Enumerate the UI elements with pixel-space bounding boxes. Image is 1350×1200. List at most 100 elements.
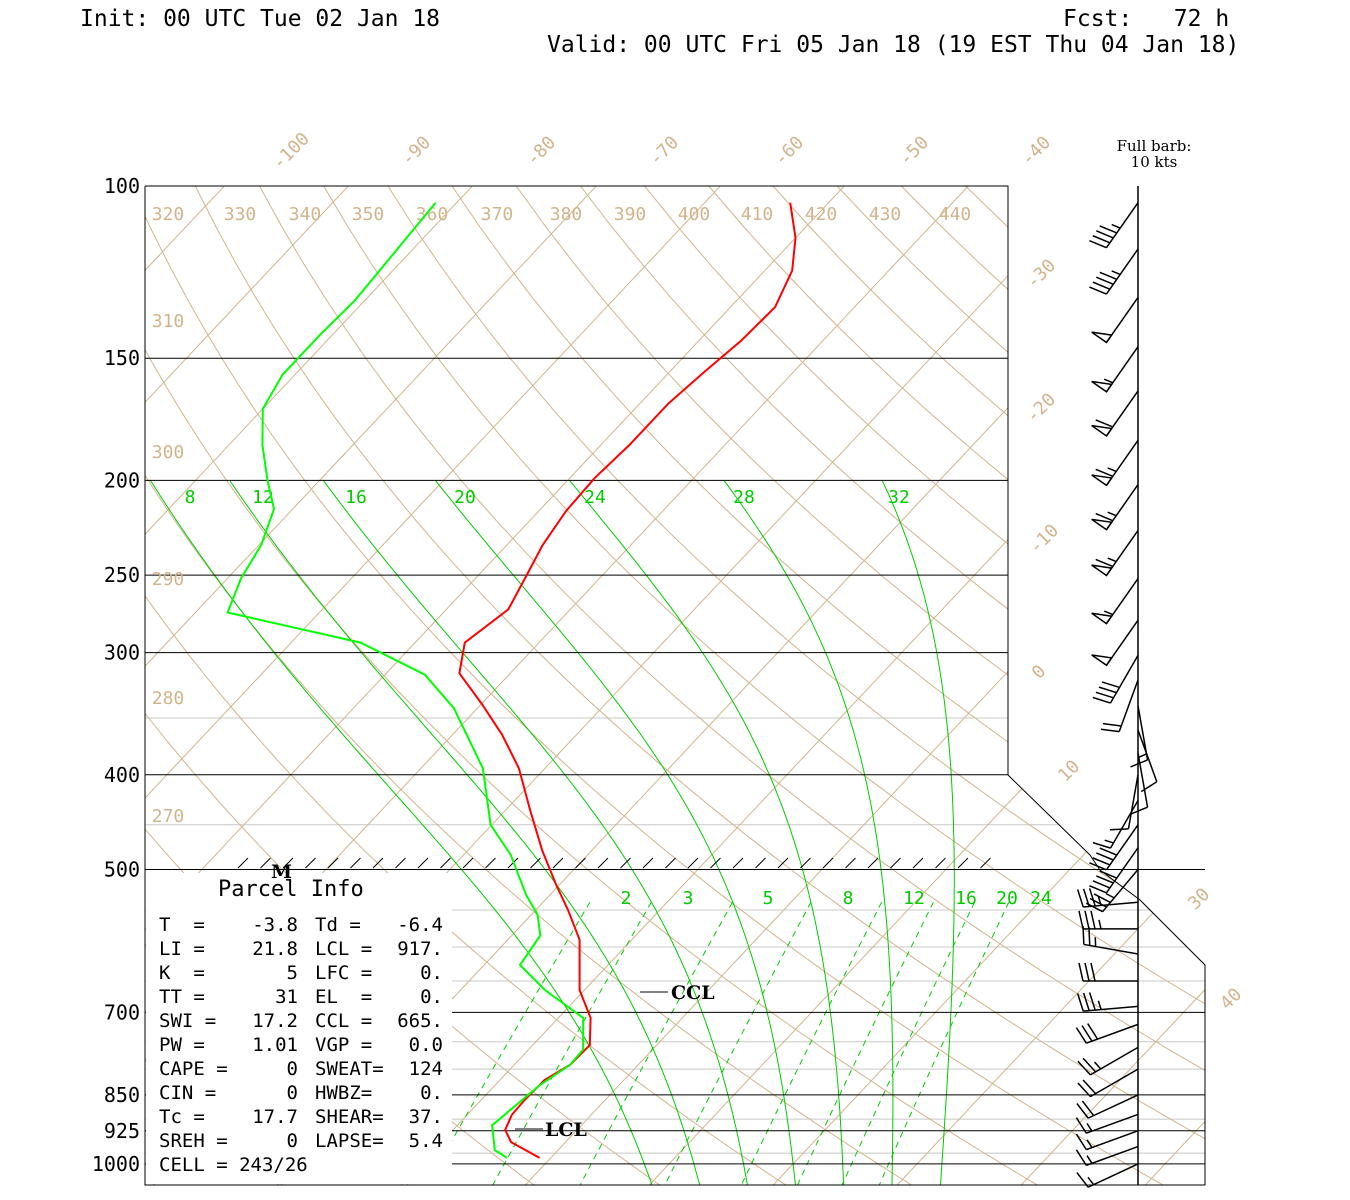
wind-barb (1077, 1068, 1139, 1098)
barb-shaft (1105, 824, 1139, 871)
barb-half-feather (1103, 610, 1114, 616)
dry-adiabat-label: 360 (416, 204, 449, 225)
hatch-mark (485, 857, 496, 869)
isotherm-label: 40 (1216, 984, 1246, 1014)
pressure-tick-label: 1000 (92, 1152, 140, 1176)
pressure-tick-label: 250 (104, 563, 140, 587)
isotherm-line (400, 186, 1205, 1185)
isotherm-line (145, 186, 888, 1185)
parcel-label: CIN = (159, 1082, 216, 1104)
barb-feather (1078, 962, 1084, 982)
barb-feather (1096, 276, 1114, 285)
barb-feather (1096, 230, 1114, 239)
barb-feather (1078, 910, 1084, 930)
barb-feather (1088, 992, 1096, 1011)
wind-barb (1109, 774, 1139, 831)
dry-adiabat-label: 320 (152, 204, 185, 225)
parcel-label: SREH = (159, 1130, 228, 1152)
wind-barb (1091, 346, 1139, 393)
barb-shaft (1083, 901, 1139, 908)
hatch-mark (237, 857, 249, 869)
moist-adiabat-label: 8 (185, 487, 196, 508)
barb-feather (1077, 1060, 1091, 1076)
dry-adiabat-label: 390 (614, 204, 647, 225)
barb-feather (1099, 225, 1118, 234)
barb-half-feather (1107, 511, 1117, 517)
parcel-info-panel: Parcel Info T = -3.8 Td = -6.4 LI = 21.8 LCL =… (146, 873, 452, 1184)
hatch-mark (597, 857, 609, 869)
barb-shaft (1105, 847, 1139, 894)
barb-feather (1092, 235, 1111, 244)
barb-feather (1092, 696, 1111, 704)
mixing-ratio-line (739, 901, 883, 1185)
dry-adiabat-label: 290 (152, 569, 185, 590)
barb-feather (1089, 885, 1107, 894)
hatch-mark (957, 857, 969, 869)
barb-feather (1081, 1100, 1095, 1117)
parcel-label: TT = (159, 986, 205, 1008)
mixing-ratio-line (490, 901, 652, 1185)
parcel-value: 37. (409, 1106, 443, 1128)
barb-feather (1082, 992, 1090, 1011)
barb-feather (1088, 888, 1096, 907)
mixing-ratio-label: 2 (621, 888, 632, 909)
dry-adiabat-line (672, 186, 1205, 1185)
moist-adiabat-line (569, 480, 845, 1185)
parcel-label: K = (159, 962, 205, 984)
hatch-mark (800, 857, 811, 869)
isotherm-label: -10 (1025, 520, 1063, 558)
hatch-mark (777, 857, 789, 869)
isotherm-label: -70 (645, 132, 683, 170)
moist-adiabat-line (723, 480, 894, 1185)
barb-feather (1089, 862, 1107, 871)
moist-adiabat-label: 16 (345, 487, 367, 508)
wind-barb (1091, 439, 1139, 487)
wind-barb (1091, 484, 1139, 531)
barb-shaft (1089, 1046, 1139, 1076)
parcel-value: 31 (275, 986, 298, 1008)
barb-feather (1096, 875, 1114, 884)
barb-feather (1130, 759, 1148, 768)
barb-pennant (1091, 518, 1113, 531)
moist-adiabat-line (229, 480, 701, 1185)
mixing-ratio-line (795, 901, 934, 1185)
pressure-tick-label: 500 (104, 858, 140, 882)
wind-barb (1076, 1163, 1139, 1188)
dry-adiabat-label: 370 (481, 204, 514, 225)
barb-feather (1082, 1057, 1097, 1073)
barb-half-feather (1107, 467, 1117, 473)
moist-adiabat-line (435, 480, 797, 1185)
barb-feather (1095, 691, 1114, 699)
barb-pennant (1091, 380, 1113, 393)
pressure-tick-label: 700 (104, 1000, 140, 1024)
parcel-value: 1.01 (252, 1034, 298, 1056)
hatch-mark (372, 857, 384, 869)
parcel-label: SWI = (159, 1010, 216, 1032)
hatch-mark (260, 857, 271, 869)
parcel-label: LAPSE= (315, 1130, 384, 1152)
barb-feather (1092, 281, 1111, 290)
dry-adiabat-label: 280 (152, 688, 185, 709)
moist-adiabat-label: 32 (888, 487, 910, 508)
barb-shaft (1086, 1145, 1139, 1167)
profiles (226, 202, 797, 1159)
forecast-hour: Fcst: 72 h (1063, 6, 1229, 32)
mixing-ratio-label: 24 (1030, 888, 1052, 909)
barb-feather (1099, 870, 1118, 879)
isotherm-line (0, 140, 20, 1185)
mixing-ratio-label: 3 (683, 888, 694, 909)
barb-pennant (1091, 654, 1113, 667)
barb-feather (1095, 558, 1114, 568)
barb-feather (1102, 722, 1122, 727)
isotherm-line (648, 186, 1205, 1185)
barb-half-feather (1097, 1000, 1102, 1010)
barb-shaft (1089, 1068, 1139, 1098)
barb-feather (1101, 681, 1120, 689)
dry-adiabat-label: 270 (152, 806, 185, 827)
barb-shaft (1086, 1113, 1139, 1134)
parcel-value: 124 (409, 1058, 443, 1080)
isotherm-label: -40 (1017, 132, 1055, 170)
barb-half-feather (1111, 270, 1121, 276)
parcel-label: Td = (315, 914, 361, 936)
dry-adiabat-label: 330 (224, 204, 257, 225)
